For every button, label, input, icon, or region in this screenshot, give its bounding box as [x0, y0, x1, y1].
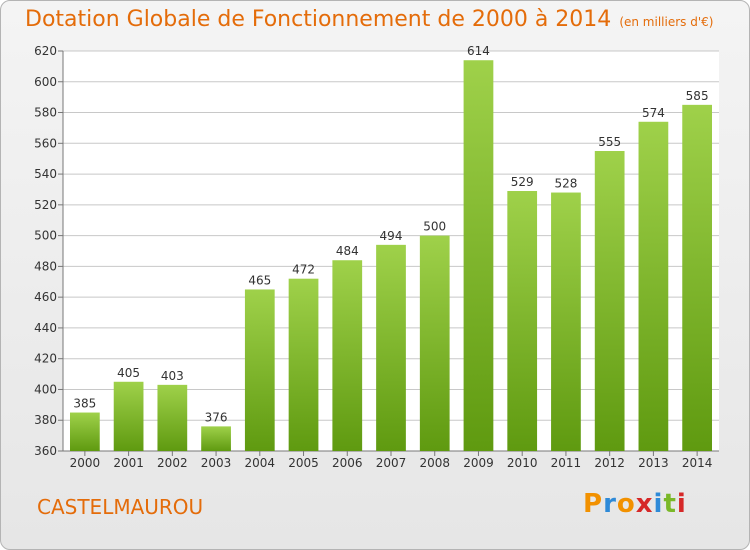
- bar-value-label: 484: [336, 244, 359, 258]
- bar: [638, 121, 669, 452]
- chart-subtitle: (en milliers d'€): [619, 15, 714, 29]
- y-tick-label: 520: [34, 198, 57, 212]
- bar: [244, 289, 275, 451]
- x-tick-label: 2013: [638, 456, 669, 470]
- x-tick-label: 2004: [245, 456, 276, 470]
- bar-value-label: 555: [598, 135, 621, 149]
- brand-logo: Proxiti: [583, 489, 687, 519]
- bar-value-label: 529: [511, 175, 534, 189]
- y-tick-label: 560: [34, 136, 57, 150]
- y-tick-label: 440: [34, 321, 57, 335]
- bar-value-label: 376: [205, 410, 228, 424]
- bar: [376, 244, 406, 451]
- x-tick-label: 2002: [157, 456, 188, 470]
- bar-value-label: 614: [467, 44, 490, 58]
- bar-value-label: 494: [380, 229, 403, 243]
- bar: [594, 151, 625, 451]
- brand-letter: o: [616, 489, 636, 519]
- x-tick-label: 2009: [463, 456, 494, 470]
- y-tick-label: 580: [34, 106, 57, 120]
- bar: [551, 192, 581, 452]
- bar-value-label: 585: [686, 89, 709, 103]
- bar-value-label: 472: [292, 263, 315, 277]
- x-tick-label: 2011: [551, 456, 582, 470]
- bar: [113, 381, 144, 451]
- brand-letter: x: [635, 489, 654, 519]
- y-tick-label: 600: [34, 75, 57, 89]
- y-tick-label: 480: [34, 259, 57, 273]
- brand-letter: i: [676, 489, 687, 519]
- x-tick-label: 2010: [507, 456, 538, 470]
- y-tick-label: 420: [34, 352, 57, 366]
- bar-value-label: 500: [423, 220, 446, 234]
- chart-title: Dotation Globale de Fonctionnement de 20…: [25, 7, 713, 32]
- x-tick-label: 2012: [594, 456, 625, 470]
- x-tick-label: 2008: [419, 456, 450, 470]
- bar-value-label: 403: [161, 369, 184, 383]
- bar-value-label: 385: [73, 397, 96, 411]
- y-tick-label: 540: [34, 167, 57, 181]
- bar: [157, 384, 188, 451]
- x-tick-label: 2000: [70, 456, 101, 470]
- y-tick-label: 460: [34, 290, 57, 304]
- bar: [332, 260, 363, 451]
- brand-letter: r: [603, 489, 617, 519]
- x-tick-label: 2003: [201, 456, 232, 470]
- bar: [419, 235, 450, 451]
- x-tick-label: 2006: [332, 456, 363, 470]
- y-tick-label: 400: [34, 382, 57, 396]
- bar-value-label: 405: [117, 366, 140, 380]
- chart-title-text: Dotation Globale de Fonctionnement de 20…: [25, 7, 612, 32]
- bar: [69, 412, 100, 451]
- y-tick-label: 380: [34, 413, 57, 427]
- bar-value-label: 574: [642, 106, 665, 120]
- x-tick-label: 2007: [376, 456, 407, 470]
- brand-letter: t: [663, 489, 677, 519]
- y-tick-label: 360: [34, 444, 57, 458]
- bar: [682, 104, 713, 451]
- x-tick-label: 2014: [682, 456, 713, 470]
- y-tick-label: 620: [34, 44, 57, 58]
- bar-value-label: 528: [554, 177, 577, 191]
- x-tick-label: 2005: [288, 456, 319, 470]
- bar-value-label: 465: [248, 273, 271, 287]
- brand-letter: i: [653, 489, 664, 519]
- commune-name: CASTELMAUROU: [37, 495, 204, 519]
- bar: [507, 191, 538, 451]
- bar: [288, 278, 319, 451]
- x-tick-label: 2001: [113, 456, 144, 470]
- brand-letter: P: [583, 489, 604, 519]
- y-tick-label: 500: [34, 229, 57, 243]
- bar: [463, 60, 494, 451]
- bar: [201, 426, 231, 451]
